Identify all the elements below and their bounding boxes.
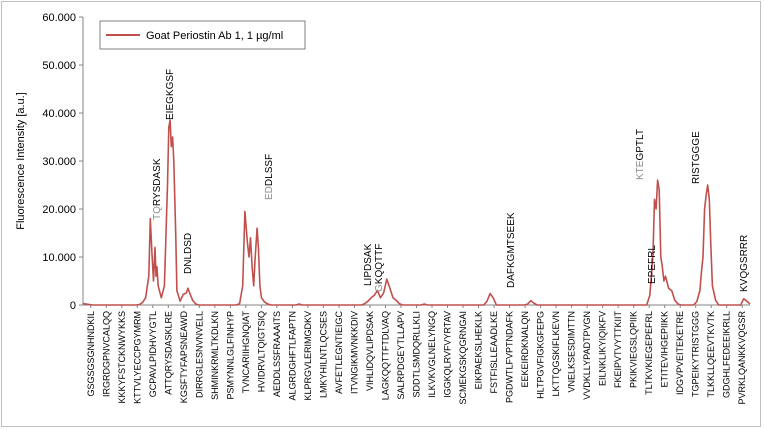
- peak-annotation-sequence: EIEGKGSF: [165, 69, 176, 120]
- x-tick-label: IDGVPVEITEKETRE: [675, 311, 685, 395]
- peak-annotation-sequence: DLSSF: [264, 154, 275, 186]
- x-tick-label: KKKYFSTCKNWYKKS: [117, 311, 127, 404]
- x-tick-label: SDDTLSMDQRLLKLI: [412, 311, 422, 398]
- peak-annotation-sequence: KQQTTF: [374, 244, 385, 285]
- x-tick-label: KTTVLYECCPGYMRM: [132, 311, 142, 404]
- y-tick-label: 0: [70, 300, 76, 312]
- x-tick-label: EEKEIRDKNALQN: [520, 311, 530, 388]
- peak-annotation: GKQQTTF: [374, 244, 385, 292]
- y-tick-label: 10.000: [42, 252, 76, 264]
- x-tick-label: ILKVKVGLNELYNGQ: [427, 311, 437, 398]
- peak-annotation-sequence: GPTLT: [635, 129, 646, 160]
- x-tick-label: VIHLIDQVLIPDSAK: [365, 311, 375, 391]
- x-tick-label: ITVNGIKMVNKKDIV: [349, 311, 359, 394]
- peak-annotation-sequence: DNLDSD: [183, 233, 194, 274]
- peak-annotation-sequence: DAFKGMTSEEK: [506, 212, 517, 288]
- x-tick-label: ALGRDGHFTLFAPTN: [287, 311, 297, 401]
- peak-annotation-prefix: TQ: [152, 206, 163, 220]
- x-tick-label: KLPRGVLERIMGDKV: [303, 311, 313, 401]
- y-tick-label: 30.000: [42, 156, 76, 168]
- x-tick-label: TLKKLLQEEVTKVTK: [706, 311, 716, 398]
- x-tick-label: KGSFTYFAPSNEAWD: [179, 311, 189, 404]
- peak-annotation-sequence: LIPDSAK: [363, 243, 374, 286]
- peak-annotation: RISTGGGE: [691, 131, 702, 184]
- peak-annotation: KTEGPTLT: [635, 129, 646, 180]
- peak-annotation-sequence: RYSDASK: [152, 158, 163, 206]
- x-tick-label: LKTTQGSKIFLKEVN: [551, 311, 561, 397]
- peak-annotation-sequence: KVQGSRRR: [739, 235, 750, 292]
- x-tick-label: TLTKVKIEGEPEFRL: [644, 311, 654, 395]
- peak-annotation: EIEGKGSF: [165, 69, 176, 120]
- legend-label: Goat Periostin Ab 1, 1 µg/ml: [146, 30, 283, 42]
- x-tick-label: SCMEKGSKQGRNGAI: [458, 311, 468, 405]
- x-tick-label: VVDKLLYPADTPVGN: [582, 311, 592, 400]
- peak-annotation-prefix: KTE: [635, 160, 646, 180]
- x-tick-label: PSMYNNLGLFINHYP: [225, 311, 235, 400]
- y-tick-label: 60.000: [42, 12, 76, 24]
- x-tick-label: SHMINKRMLTKDLKN: [210, 311, 220, 400]
- peak-annotation-sequence: RISTGGGE: [691, 131, 702, 184]
- peak-annotation-prefix: G: [374, 284, 385, 292]
- x-tick-label: ETITEVIHGEPIIKK: [660, 311, 670, 388]
- y-tick-label: 20.000: [42, 204, 76, 216]
- peak-annotation: EPEFRL: [647, 245, 658, 284]
- x-tick-label: LAGKQQTTFTDLVAQ: [380, 311, 390, 400]
- peak-annotation: DAFKGMTSEEK: [506, 212, 517, 288]
- x-tick-label: IGGKQLRVFVYRTAV: [443, 311, 453, 398]
- x-tick-label: FSTFISLLEAADLKE: [489, 311, 499, 394]
- x-tick-label: HVIDRVLTQIGTSIQ: [256, 311, 266, 392]
- x-tick-label: PKIKVIEGSLQPIIK: [629, 311, 639, 388]
- peak-annotation: TQRYSDASK: [152, 158, 163, 220]
- peak-annotation: LIPDSAK: [363, 243, 374, 286]
- y-axis-label: Fluorescence Intensity [a.u.]: [15, 92, 27, 230]
- x-tick-label: GSGSGSGNHNDKIL: [86, 311, 96, 397]
- peak-annotation: EDDLSSF: [264, 154, 275, 200]
- x-tick-label: AVFETLEGNTIEIGC: [334, 311, 344, 394]
- y-tick-label: 50.000: [42, 60, 76, 72]
- x-tick-label: GDGHLFEDEEIKRLL: [722, 311, 732, 398]
- peak-annotation-prefix: ED: [264, 186, 275, 200]
- peak-annotation: DNLDSD: [183, 233, 194, 274]
- x-tick-label: HLTPGVFIGKGFEPG: [536, 311, 546, 399]
- x-tick-label: DIRRGLESNVNVELL: [194, 311, 204, 398]
- x-tick-label: AEDDLSSFRAAAITS: [272, 311, 282, 397]
- x-tick-label: EIKPAEKSLHEKLK: [474, 311, 484, 389]
- x-tick-label: PVRKLQANKKVQGSR: [737, 311, 747, 405]
- series-line: [82, 119, 751, 306]
- x-tick-label: GCPAVLPIDHVYGTL: [148, 311, 158, 397]
- x-tick-label: PGDWTLFVPTNDAFK: [505, 311, 515, 403]
- y-tick-label: 40.000: [42, 108, 76, 120]
- x-tick-label: IRGRDGPNVCALQQ: [101, 311, 111, 397]
- x-tick-label: ATTQRYSDASKLRE: [163, 311, 173, 395]
- x-tick-label: VNELKSESDIMTTN: [567, 311, 577, 393]
- x-tick-label: EILNKLIKYIQIKFV: [598, 311, 608, 386]
- x-tick-label: SALRPDGEYTLLAPV: [396, 311, 406, 400]
- peak-annotation-sequence: EPEFRL: [647, 245, 658, 284]
- x-tick-label: LMKYHILNTLQCSES: [318, 311, 328, 398]
- x-tick-label: FKEIPVTVYTTKIIT: [613, 311, 623, 389]
- x-tick-label: TGPEIKYTRISTGGG: [691, 311, 701, 397]
- x-tick-label: TVNCARIIHGNQIAT: [241, 311, 251, 394]
- peak-annotation: KVQGSRRR: [739, 235, 750, 292]
